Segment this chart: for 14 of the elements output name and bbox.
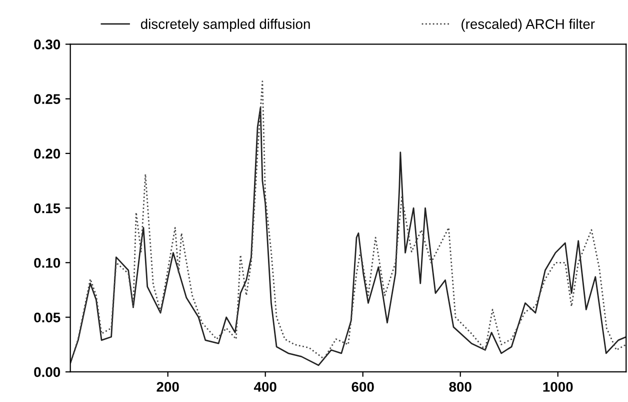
- y-tick-label: 0.10: [34, 258, 60, 268]
- x-tick-label: 1000: [543, 382, 573, 392]
- x-tick-label: 400: [254, 382, 276, 392]
- y-tick-label: 0.30: [34, 40, 60, 50]
- y-tick-label: 0.25: [34, 94, 60, 104]
- x-tick-label: 200: [156, 382, 179, 392]
- y-tick-label: 0.20: [34, 148, 60, 159]
- y-tick-label: 0.05: [34, 312, 60, 322]
- x-tick-label: 800: [449, 382, 472, 392]
- x-tick-label: 600: [352, 382, 374, 392]
- legend-label: (rescaled) ARCH filter: [462, 18, 595, 32]
- y-tick-label: 0.15: [34, 203, 60, 214]
- legend-label: discretely sampled diffusion: [140, 18, 310, 32]
- y-tick-label: 0.00: [34, 367, 60, 378]
